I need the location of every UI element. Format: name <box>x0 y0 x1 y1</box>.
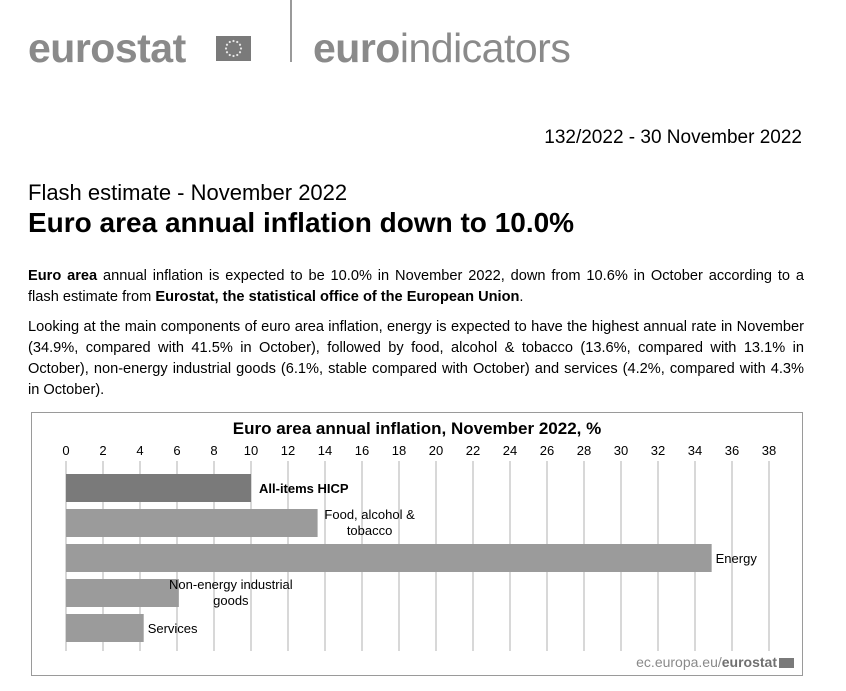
euroindicators-prefix: euro <box>313 25 400 71</box>
x-tick-label: 22 <box>466 443 480 458</box>
mini-eu-flag-icon <box>779 658 794 668</box>
x-tick-label: 6 <box>173 443 180 458</box>
x-tick-label: 4 <box>136 443 143 458</box>
intro-paragraph: Euro area annual inflation is expected t… <box>28 266 804 308</box>
chart-credit: ec.europa.eu/eurostat <box>636 654 794 670</box>
bar-label: Food, alcohol & <box>324 507 415 522</box>
bar-label: tobacco <box>347 523 393 538</box>
x-tick-label: 0 <box>62 443 69 458</box>
bar-non-energy-industrial-goods <box>66 579 179 607</box>
page-title: Euro area annual inflation down to 10.0% <box>28 207 575 238</box>
x-tick-label: 32 <box>651 443 665 458</box>
eu-flag-icon <box>216 36 251 61</box>
x-tick-label: 14 <box>318 443 332 458</box>
bar-label: All-items HICP <box>259 481 349 496</box>
x-tick-label: 2 <box>99 443 106 458</box>
masthead: eurostat euroindicators <box>28 0 828 72</box>
x-tick-label: 30 <box>614 443 628 458</box>
x-tick-label: 16 <box>355 443 369 458</box>
bar-label: Energy <box>716 551 758 566</box>
intro-bold-2: Eurostat, the statistical office of the … <box>155 289 520 305</box>
inflation-chart: Euro area annual inflation, November 202… <box>31 412 803 676</box>
x-tick-label: 8 <box>210 443 217 458</box>
x-tick-label: 10 <box>244 443 258 458</box>
x-tick-label: 20 <box>429 443 443 458</box>
intro-text-2: . <box>519 289 524 305</box>
x-tick-label: 26 <box>540 443 554 458</box>
credit-prefix: ec.europa.eu/ <box>636 654 722 670</box>
chart-title: Euro area annual inflation, November 202… <box>233 419 601 438</box>
x-tick-label: 38 <box>762 443 776 458</box>
x-tick-label: 12 <box>281 443 295 458</box>
components-paragraph: Looking at the main components of euro a… <box>28 319 804 398</box>
eurostat-logo: eurostat <box>28 25 186 71</box>
page-subtitle: Flash estimate - November 2022 <box>28 180 348 205</box>
euroindicators-suffix: indicators <box>399 25 571 71</box>
x-tick-label: 34 <box>688 443 702 458</box>
x-tick-label: 24 <box>503 443 517 458</box>
x-tick-label: 18 <box>392 443 406 458</box>
bar-energy <box>66 544 712 572</box>
credit-brand: eurostat <box>721 654 777 670</box>
x-tick-label: 36 <box>725 443 739 458</box>
bar-label: Services <box>148 621 198 636</box>
chart-canvas: Euro area annual inflation, November 202… <box>62 419 776 651</box>
intro-bold-1: Euro area <box>28 268 98 284</box>
bar-food-alcohol-tobacco <box>66 509 318 537</box>
bar-label: Non-energy industrial <box>169 577 293 592</box>
release-number-date: 132/2022 - 30 November 2022 <box>544 127 802 148</box>
bar-all-items-hicp <box>66 474 251 502</box>
bar-services <box>66 614 144 642</box>
euroindicators-logo: euroindicators <box>313 24 571 72</box>
x-tick-label: 28 <box>577 443 591 458</box>
logo-divider <box>290 0 292 62</box>
intro-text-1: annual inflation is expected to be 10.0%… <box>28 268 805 305</box>
bar-label: goods <box>213 593 249 608</box>
